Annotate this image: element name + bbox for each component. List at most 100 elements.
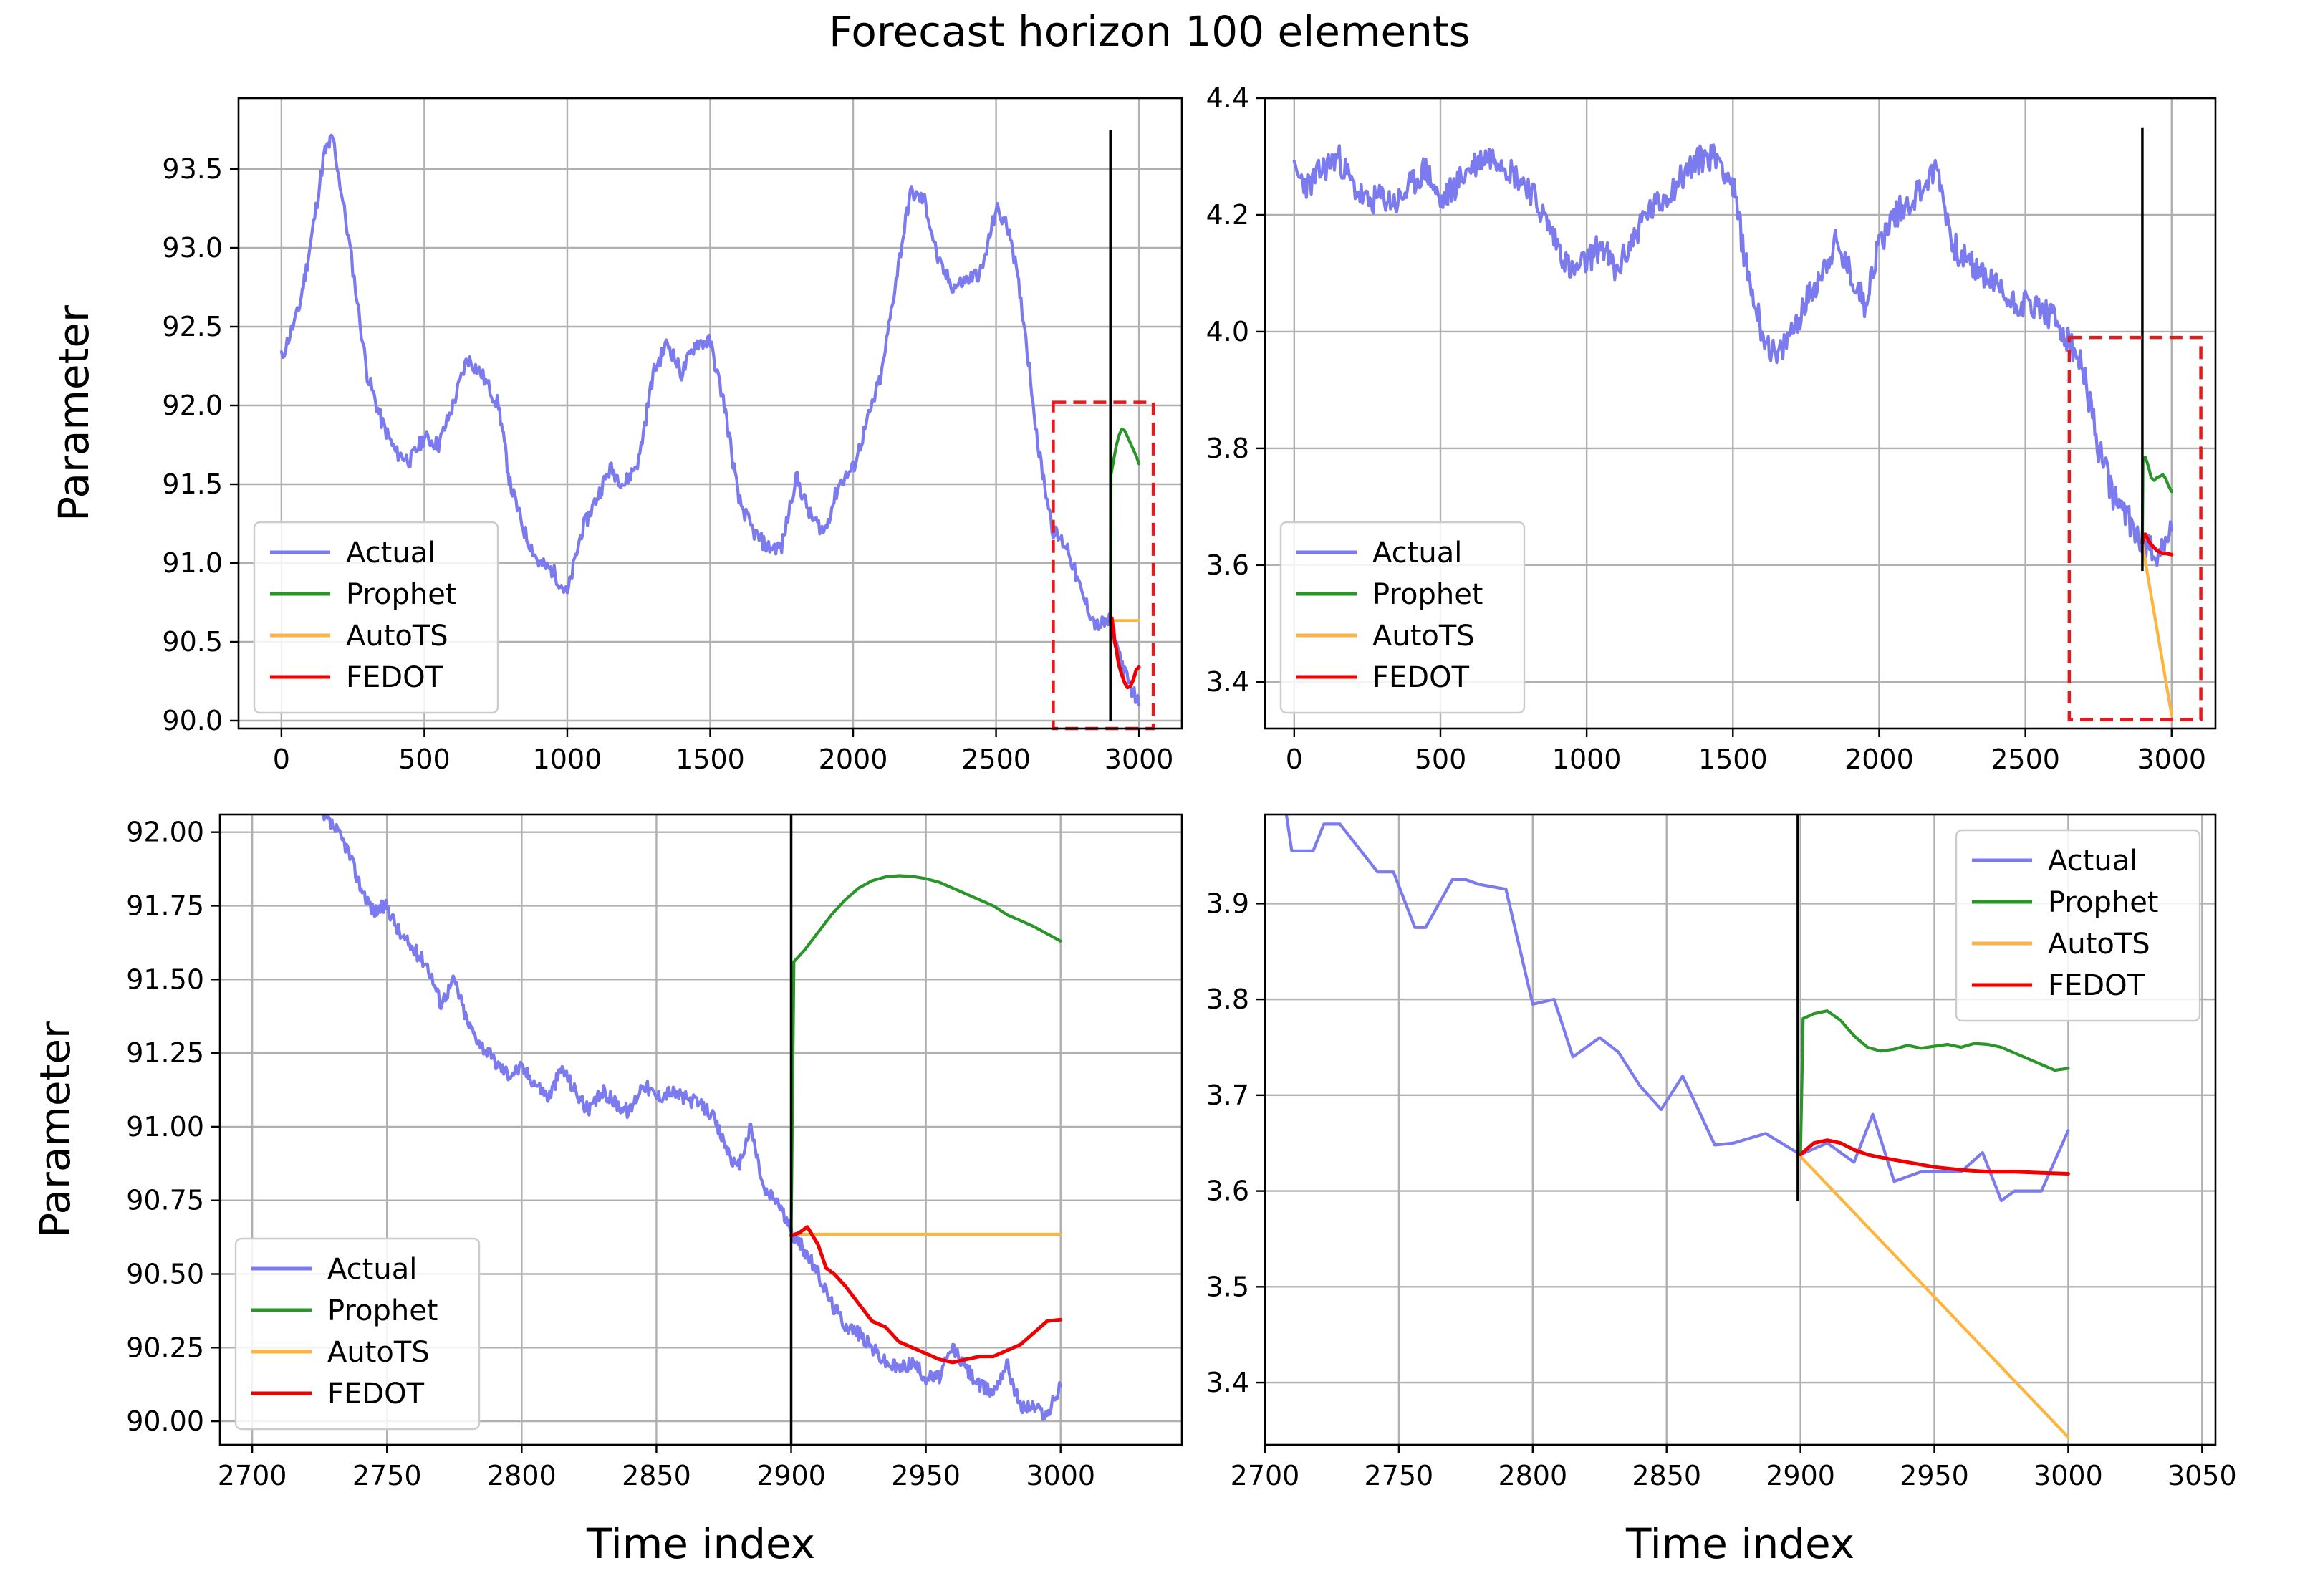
y-tick-label: 91.00 <box>126 1111 204 1143</box>
plot-area <box>1292 127 2174 717</box>
axes-frame <box>218 813 1183 1446</box>
series-line-actual <box>1292 143 2173 567</box>
y-tick-label: 90.5 <box>162 626 223 658</box>
x-tick-label: 500 <box>1415 744 1467 775</box>
x-axis-label: Time index <box>586 1519 815 1568</box>
legend-label-fedot: FEDOT <box>346 661 443 694</box>
x-tick-label: 0 <box>1286 744 1303 775</box>
y-tick-label: 3.5 <box>1206 1271 1249 1302</box>
panel-top-left: 0 500 1000 1500 2000 2500 3000 90.0 90.5 91.0 91.5… <box>49 97 1183 775</box>
y-tick-label: 92.00 <box>126 817 204 848</box>
legend-label-prophet: Prophet <box>2048 886 2159 919</box>
x-tick-label: 2900 <box>756 1460 826 1491</box>
x-tick-label: 0 <box>273 744 290 775</box>
legend-label-autots: AutoTS <box>346 620 448 653</box>
series-line-fedot <box>789 1225 1063 1365</box>
legend-label-prophet: Prophet <box>1372 578 1483 611</box>
y-tick-label: 3.6 <box>1206 1176 1249 1207</box>
series-line-autots <box>1799 1155 2070 1439</box>
series-line-actual <box>279 133 1141 707</box>
y-tick-label: 93.0 <box>162 232 223 264</box>
series-line-fedot <box>1799 1138 2070 1176</box>
series-line-actual <box>1284 814 2070 1203</box>
y-tick-label: 92.0 <box>162 390 223 421</box>
series-line-prophet <box>1799 1009 2070 1156</box>
series-line-actual <box>320 814 1062 1421</box>
figure-title: Forecast horizon 100 elements <box>829 7 1471 56</box>
axes-frame <box>1264 813 2217 1446</box>
series-line-prophet <box>2140 456 2173 544</box>
legend: Actual Prophet AutoTS FEDOT <box>234 1237 481 1431</box>
series-line-prophet <box>1109 427 1141 623</box>
y-tick-label: 3.9 <box>1206 888 1249 919</box>
axes-frame <box>1264 97 2217 730</box>
series-line-prophet <box>789 874 1062 1238</box>
y-axis-label: Parameter <box>31 1021 80 1238</box>
y-tick-label: 3.4 <box>1206 666 1249 698</box>
y-tick-label: 4.0 <box>1206 316 1249 347</box>
series-line-fedot <box>1108 616 1141 690</box>
y-tick-label: 91.75 <box>126 890 204 921</box>
legend: Actual Prophet AutoTS FEDOT <box>1955 829 2201 1022</box>
x-tick-label: 1500 <box>675 744 745 775</box>
legend: Actual Prophet AutoTS FEDOT <box>253 521 499 714</box>
y-tick-label: 90.00 <box>126 1405 204 1437</box>
x-tick-label: 2700 <box>218 1460 287 1491</box>
series-line-autots <box>2140 542 2173 717</box>
legend-label-prophet: Prophet <box>327 1294 438 1327</box>
y-tick-label: 91.5 <box>162 468 223 500</box>
x-tick-label: 1500 <box>1698 744 1768 775</box>
y-tick-label: 3.8 <box>1206 433 1249 464</box>
legend-label-autots: AutoTS <box>2048 928 2150 961</box>
y-tick-label: 91.25 <box>126 1037 204 1069</box>
legend-label-actual: Actual <box>327 1253 417 1286</box>
y-tick-label: 90.75 <box>126 1185 204 1216</box>
y-axis-label: Parameter <box>49 305 98 521</box>
legend-label-actual: Actual <box>346 537 436 569</box>
series-line-fedot <box>2140 532 2174 557</box>
x-tick-label: 3000 <box>2137 744 2206 775</box>
y-tick-label: 90.50 <box>126 1258 204 1289</box>
x-tick-label: 3000 <box>1026 1460 1095 1491</box>
x-tick-label: 2850 <box>1632 1460 1701 1491</box>
y-tick-label: 91.0 <box>162 547 223 579</box>
x-tick-label: 2000 <box>819 744 888 775</box>
x-tick-label: 2500 <box>1991 744 2060 775</box>
x-tick-label: 500 <box>398 744 451 775</box>
y-tick-label: 4.2 <box>1206 199 1249 231</box>
x-tick-label: 2800 <box>487 1460 557 1491</box>
x-tick-label: 2750 <box>1365 1460 1434 1491</box>
legend-frame <box>1955 829 2201 1022</box>
legend-label-fedot: FEDOT <box>2048 969 2145 1002</box>
y-tick-label: 3.6 <box>1206 549 1249 581</box>
y-tick-label: 4.4 <box>1206 82 1249 114</box>
panel-bottom-right: 2700 2750 2800 2850 2900 2950 3000 3050 3.4 3.5 3.… <box>1206 813 2237 1568</box>
x-tick-label: 2900 <box>1766 1460 1835 1491</box>
x-axis-label: Time index <box>1625 1519 1854 1568</box>
x-tick-label: 2000 <box>1844 744 1914 775</box>
y-tick-label: 90.0 <box>162 705 223 736</box>
legend-label-autots: AutoTS <box>327 1336 430 1369</box>
x-tick-label: 3050 <box>2167 1460 2237 1491</box>
zoom-box <box>2067 335 2203 722</box>
x-tick-label: 2850 <box>622 1460 691 1491</box>
y-tick-label: 3.7 <box>1206 1080 1249 1111</box>
zoom-box <box>1052 400 1155 731</box>
legend: Actual Prophet AutoTS FEDOT <box>1279 521 1526 714</box>
x-tick-label: 2750 <box>352 1460 422 1491</box>
plot-area <box>279 130 1141 721</box>
legend-label-fedot: FEDOT <box>1372 661 1470 694</box>
x-tick-label: 3000 <box>2034 1460 2103 1491</box>
x-tick-label: 1000 <box>533 744 602 775</box>
legend-label-prophet: Prophet <box>346 578 457 611</box>
y-tick-label: 93.5 <box>162 153 223 185</box>
y-tick-label: 92.5 <box>162 311 223 342</box>
y-tick-label: 3.4 <box>1206 1367 1249 1398</box>
y-tick-label: 91.50 <box>126 963 204 995</box>
x-tick-label: 2700 <box>1231 1460 1300 1491</box>
x-tick-label: 3000 <box>1105 744 1174 775</box>
legend-label-actual: Actual <box>1372 537 1462 569</box>
legend-frame <box>234 1237 481 1431</box>
